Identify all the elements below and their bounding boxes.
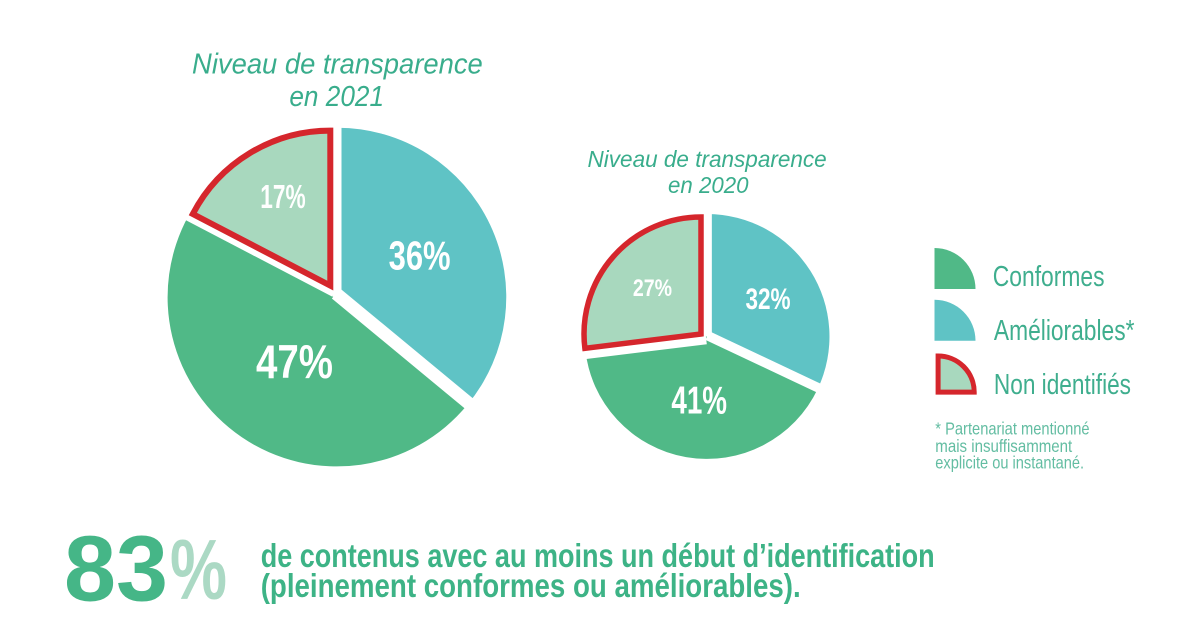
svg-text:Conformes: Conformes [993,261,1105,293]
svg-text:Améliorables*: Améliorables* [994,315,1135,347]
svg-text:27%: 27% [633,276,672,302]
svg-text:mais insuffisamment: mais insuffisamment [935,436,1072,456]
svg-text:* Partenariat mentionné: * Partenariat mentionné [935,419,1089,439]
svg-text:en 2021: en 2021 [289,81,384,113]
svg-text:36%: 36% [389,233,451,279]
svg-text:Niveau de transparence: Niveau de transparence [192,48,483,80]
svg-text:de contenus avec au moins un d: de contenus avec au moins un début d’ide… [261,537,935,574]
svg-text:Non identifiés: Non identifiés [994,369,1131,401]
svg-text:Niveau de transparence: Niveau de transparence [588,146,827,172]
svg-text:en 2020: en 2020 [668,172,749,198]
svg-text:%: % [170,523,227,618]
svg-text:(pleinement conformes ou améli: (pleinement conformes ou améliorables). [261,567,801,604]
svg-text:17%: 17% [260,179,305,216]
svg-text:32%: 32% [745,283,790,316]
svg-text:83: 83 [64,517,168,621]
svg-text:41%: 41% [671,380,727,423]
svg-text:explicite ou instantané.: explicite ou instantané. [935,453,1084,473]
svg-text:47%: 47% [256,335,333,388]
